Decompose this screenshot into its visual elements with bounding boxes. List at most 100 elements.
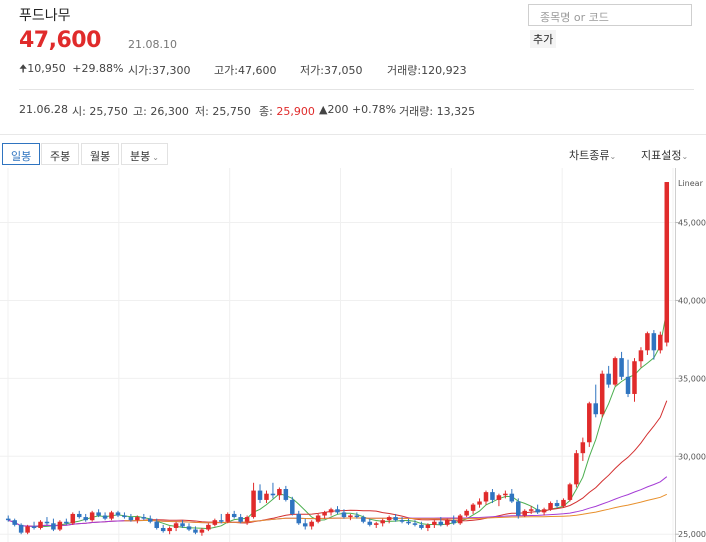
candle-body <box>70 513 76 524</box>
candle <box>444 518 450 527</box>
summary-low-label: 저 <box>195 105 206 118</box>
indicator-menu[interactable]: 지표설정⌄ <box>641 147 688 163</box>
tab-minute[interactable]: 분봉 ⌄ <box>121 143 168 165</box>
candle <box>296 510 302 525</box>
candle <box>38 520 43 530</box>
y-tick-label: 30,000 <box>678 452 706 461</box>
candle-body <box>135 517 140 521</box>
candle <box>264 490 269 504</box>
candle-body <box>231 513 237 518</box>
candle <box>380 518 385 527</box>
candle <box>645 331 650 355</box>
candle-body <box>264 493 269 500</box>
candle <box>432 520 437 528</box>
candle-body <box>496 495 502 500</box>
tab-monthly[interactable]: 월봉 <box>81 143 120 165</box>
candle-body <box>490 492 495 500</box>
candle-body <box>535 509 540 513</box>
candle-body <box>425 524 431 528</box>
candle <box>76 510 82 519</box>
candle <box>270 482 276 499</box>
search-input[interactable]: 종목명 or 코드 <box>528 4 692 26</box>
tab-weekly[interactable]: 주봉 <box>41 143 80 165</box>
candle-body <box>122 515 127 518</box>
current-price: 47,600 <box>19 28 101 53</box>
candle <box>193 526 198 535</box>
chevron-down-icon: ⌄ <box>609 152 617 161</box>
candle <box>619 351 624 380</box>
candle <box>44 517 50 525</box>
candle-body <box>438 521 444 525</box>
low-value: 37,050 <box>323 64 363 77</box>
candle-body <box>83 517 88 521</box>
summary-close: 25,900 <box>276 105 315 118</box>
candle <box>231 510 237 519</box>
candle-body <box>251 490 256 518</box>
change-group: 🠉10,950 +29.88% <box>19 62 123 79</box>
summary-volume-label: 거래량 <box>399 105 430 118</box>
candle <box>386 515 392 524</box>
candle-body <box>587 403 592 443</box>
candle <box>651 330 657 360</box>
candle-body <box>277 489 282 496</box>
y-tick-label: 45,000 <box>678 219 706 228</box>
candle-body <box>632 361 637 394</box>
candle-body <box>5 518 11 521</box>
summary-open: 25,750 <box>89 105 128 118</box>
chart-type-label: 차트종류 <box>569 149 610 162</box>
candle-body <box>393 517 398 521</box>
candle <box>199 527 205 536</box>
candle-body <box>567 484 573 500</box>
candle <box>238 513 243 524</box>
candle <box>257 484 263 504</box>
candle <box>567 482 573 502</box>
add-button[interactable]: 추가 <box>530 30 557 48</box>
candle-body <box>432 521 437 525</box>
summary-close-label: 종 <box>259 105 270 118</box>
candle-body <box>373 523 379 525</box>
divider <box>19 89 694 90</box>
candle <box>612 356 618 387</box>
candle-body <box>89 512 95 521</box>
candle-body <box>419 524 424 528</box>
candle <box>561 498 566 508</box>
candle-body <box>160 527 166 532</box>
candle-body <box>335 509 340 513</box>
price-chart[interactable]: 45,000 40,000 35,000 30,000 25,000 Linear <box>0 168 706 542</box>
candle-body <box>406 521 411 524</box>
high-value: 47,600 <box>237 64 277 77</box>
chart-type-menu[interactable]: 차트종류⌄ <box>569 147 616 163</box>
candle <box>599 370 605 418</box>
candle-body <box>283 489 289 500</box>
candle <box>470 503 476 514</box>
candle-body <box>554 503 560 507</box>
candle-body <box>270 493 276 496</box>
candle-body <box>25 526 30 533</box>
candle-body <box>212 520 218 525</box>
candle <box>25 524 30 535</box>
triangle-up-icon: ▲ <box>319 103 328 116</box>
candle <box>412 520 418 527</box>
candle-body <box>44 521 50 524</box>
candle-body <box>64 521 69 524</box>
candle <box>5 515 11 522</box>
candle-body <box>109 512 114 519</box>
candle <box>186 523 192 532</box>
candle <box>96 509 101 518</box>
candle-body <box>606 373 611 385</box>
candle-body <box>509 493 515 502</box>
candle <box>167 526 172 535</box>
candle <box>51 518 56 532</box>
tab-daily[interactable]: 일봉 <box>2 143 41 165</box>
candle <box>632 358 637 402</box>
candle <box>419 521 424 530</box>
candle <box>64 518 69 525</box>
candle-body <box>625 376 631 394</box>
candle <box>135 515 140 524</box>
y-axis: 45,000 40,000 35,000 30,000 25,000 <box>675 219 706 539</box>
candle-body <box>193 529 198 533</box>
candle-body <box>483 492 489 502</box>
candle <box>18 523 24 535</box>
candle <box>528 506 534 514</box>
candle <box>31 521 37 530</box>
